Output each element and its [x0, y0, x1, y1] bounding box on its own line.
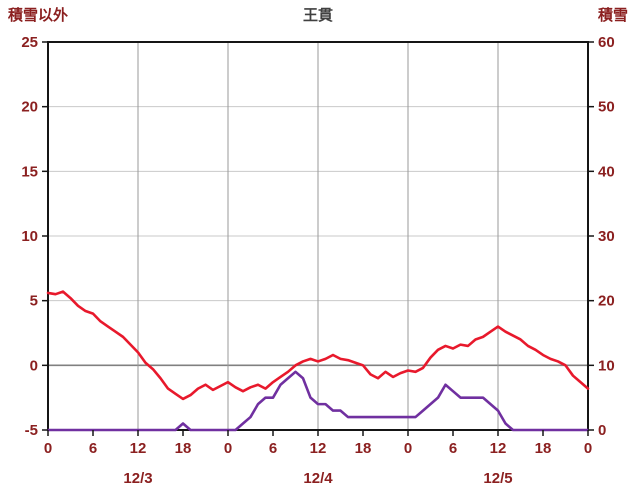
x-axis-date-label: 12/3 — [123, 470, 152, 487]
x-axis-hour-label: 6 — [89, 440, 97, 457]
left-axis-tick-label: 25 — [21, 34, 38, 51]
left-axis-tick-label: 0 — [30, 357, 38, 374]
left-axis-title: 積雪以外 — [8, 7, 69, 24]
series-line-left-axis — [46, 290, 590, 401]
right-axis-tick-label: 20 — [598, 293, 615, 310]
left-axis-tick-label: 20 — [21, 99, 38, 116]
x-axis-hour-label: 12 — [310, 440, 327, 457]
x-axis-hour-label: 6 — [449, 440, 457, 457]
x-axis-hour-label: 18 — [535, 440, 552, 457]
right-axis-tick-label: 50 — [598, 99, 615, 116]
x-axis-hour-label: 0 — [404, 440, 412, 457]
x-axis-hour-label: 18 — [355, 440, 372, 457]
left-axis-tick-label: 10 — [21, 228, 38, 245]
right-axis-tick-label: 10 — [598, 357, 615, 374]
right-axis-title: 積雪 — [597, 7, 628, 24]
x-axis-hour-label: 18 — [175, 440, 192, 457]
x-axis-hour-label: 0 — [584, 440, 592, 457]
chart-title: 王貫 — [302, 7, 333, 24]
left-axis-tick-label: -5 — [25, 422, 38, 439]
x-axis-hour-label: 12 — [490, 440, 507, 457]
x-axis-hour-label: 6 — [269, 440, 277, 457]
right-axis-tick-label: 60 — [598, 34, 615, 51]
x-axis-hour-label: 12 — [130, 440, 147, 457]
x-axis-hour-label: 0 — [224, 440, 232, 457]
right-axis-tick-label: 30 — [598, 228, 615, 245]
x-axis-date-label: 12/4 — [303, 470, 333, 487]
left-axis-tick-label: 5 — [30, 293, 38, 310]
left-axis-tick-label: 15 — [21, 163, 38, 180]
right-axis-tick-label: 40 — [598, 163, 615, 180]
x-axis-hour-label: 0 — [44, 440, 52, 457]
right-axis-tick-label: 0 — [598, 422, 606, 439]
x-axis-date-label: 12/5 — [483, 470, 512, 487]
